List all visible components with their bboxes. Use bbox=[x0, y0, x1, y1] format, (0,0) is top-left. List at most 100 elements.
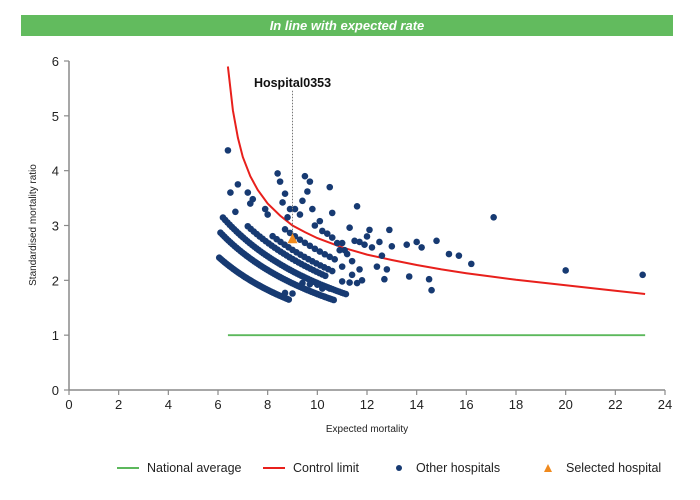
x-tick-label: 2 bbox=[115, 397, 122, 412]
y-tick-label: 3 bbox=[52, 219, 59, 234]
selected-hospital-label: Hospital0353 bbox=[254, 76, 331, 90]
x-tick-label: 22 bbox=[608, 397, 622, 412]
hospital-point bbox=[284, 213, 291, 221]
hospital-point bbox=[311, 245, 319, 253]
x-tick-label: 10 bbox=[310, 397, 324, 412]
hospital-point bbox=[281, 289, 289, 297]
hospital-point bbox=[326, 183, 334, 191]
hospital-point bbox=[326, 253, 334, 261]
legend-dot-swatch bbox=[396, 465, 402, 471]
hospital-point bbox=[358, 277, 366, 284]
legend-label: Other hospitals bbox=[416, 461, 501, 475]
hospital-point bbox=[361, 241, 368, 248]
legend-item: Control limit bbox=[263, 458, 359, 478]
y-axis-label: Standardised mortality ratio bbox=[28, 164, 39, 286]
legend-triangle-swatch bbox=[544, 464, 552, 472]
hospital-point bbox=[296, 236, 304, 243]
x-tick-label: 4 bbox=[165, 397, 172, 412]
hospital-point bbox=[428, 286, 435, 294]
hospital-point bbox=[346, 224, 353, 231]
other-hospitals-series bbox=[215, 147, 646, 304]
reference-lines bbox=[226, 66, 646, 337]
status-banner: In line with expected rate bbox=[21, 15, 673, 36]
hospital-point bbox=[353, 279, 361, 287]
y-tick-label: 2 bbox=[52, 273, 59, 288]
hospital-point bbox=[383, 266, 391, 273]
selected-hospital-marker bbox=[287, 233, 298, 244]
hospital-point bbox=[316, 248, 324, 255]
hospital-point bbox=[562, 267, 569, 274]
y-tick-label: 0 bbox=[52, 383, 59, 398]
hospital-point bbox=[286, 229, 294, 237]
hospital-point bbox=[343, 250, 351, 258]
x-axis-label: Expected mortality bbox=[326, 424, 408, 435]
hospital-point bbox=[319, 227, 326, 235]
hospital-point bbox=[381, 275, 388, 283]
legend-label: Selected hospital bbox=[566, 461, 662, 475]
hospital-point bbox=[342, 290, 350, 298]
hospital-point bbox=[244, 189, 252, 196]
x-tick-label: 18 bbox=[509, 397, 523, 412]
control-limit-line bbox=[226, 66, 646, 295]
hospital-point bbox=[333, 239, 341, 247]
hospital-point bbox=[356, 238, 363, 246]
hospital-point bbox=[376, 238, 383, 246]
hospital-point bbox=[386, 226, 393, 234]
hospital-point bbox=[425, 275, 433, 283]
hospital-point bbox=[296, 211, 304, 218]
legend-item: Selected hospital bbox=[536, 458, 661, 478]
hospital-point bbox=[378, 252, 386, 259]
hospital-point bbox=[328, 267, 336, 275]
y-tick-label: 6 bbox=[52, 54, 59, 69]
hospital-point bbox=[232, 208, 239, 216]
legend: National average Control limit Other hospi… bbox=[0, 458, 700, 478]
hospital-point bbox=[639, 271, 646, 279]
hospital-point bbox=[224, 147, 232, 154]
y-tick-label: 5 bbox=[52, 109, 59, 124]
hospital-point bbox=[455, 252, 463, 259]
hospital-point bbox=[309, 205, 316, 213]
legend-label: Control limit bbox=[293, 461, 359, 475]
hospital-point bbox=[234, 181, 242, 188]
hospital-point bbox=[346, 279, 353, 286]
hospital-point bbox=[338, 239, 346, 247]
hospital-point bbox=[331, 256, 339, 263]
x-tick-label: 20 bbox=[558, 397, 572, 412]
hospital-point bbox=[366, 226, 373, 234]
hospital-point bbox=[289, 290, 296, 297]
hospital-point bbox=[328, 209, 336, 217]
hospital-point bbox=[299, 197, 306, 205]
hospital-point bbox=[321, 293, 329, 301]
hospital-point bbox=[373, 263, 381, 270]
hospital-point bbox=[227, 189, 234, 196]
hospital-point bbox=[348, 271, 356, 279]
hospital-point bbox=[316, 217, 324, 225]
hospital-point bbox=[286, 205, 294, 213]
y-tick-label: 4 bbox=[52, 164, 59, 179]
x-tick-label: 12 bbox=[360, 397, 374, 412]
hospital-point bbox=[356, 266, 363, 273]
hospital-point bbox=[264, 211, 271, 218]
x-tick-label: 8 bbox=[264, 397, 271, 412]
x-tick-label: 14 bbox=[409, 397, 423, 412]
x-tick-label: 16 bbox=[459, 397, 473, 412]
hospital-point bbox=[445, 250, 453, 258]
hospital-point bbox=[321, 250, 329, 258]
hospital-point bbox=[279, 199, 286, 206]
legend-line-swatch bbox=[117, 467, 139, 469]
hospital-point bbox=[368, 244, 376, 251]
hospital-point bbox=[285, 296, 293, 303]
hospital-point bbox=[301, 172, 309, 180]
y-tick-label: 1 bbox=[52, 328, 59, 343]
hospital-point bbox=[413, 238, 420, 246]
hospital-point bbox=[326, 285, 334, 292]
hospital-point bbox=[338, 263, 346, 270]
hospital-point bbox=[261, 205, 269, 213]
hospital-point bbox=[490, 213, 497, 221]
hospital-point bbox=[304, 188, 311, 195]
hospital-point bbox=[314, 281, 321, 289]
hospital-point bbox=[388, 243, 396, 250]
hospital-point bbox=[306, 280, 314, 288]
hospital-point bbox=[281, 225, 289, 233]
hospital-point bbox=[321, 272, 329, 280]
